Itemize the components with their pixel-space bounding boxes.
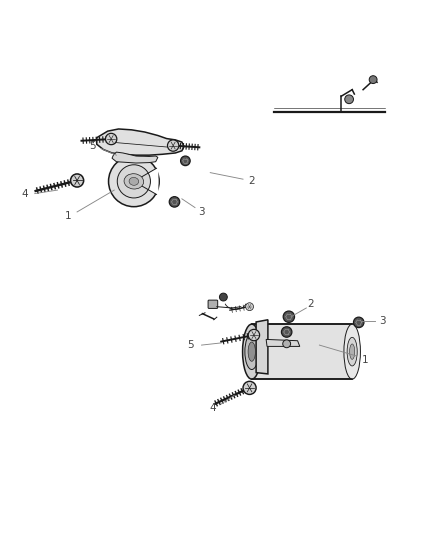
Text: 4: 4 xyxy=(209,403,216,414)
Circle shape xyxy=(283,311,294,322)
Ellipse shape xyxy=(347,337,357,366)
Circle shape xyxy=(170,141,178,149)
Text: 1: 1 xyxy=(362,356,369,365)
Circle shape xyxy=(106,133,117,144)
Circle shape xyxy=(243,381,256,394)
Ellipse shape xyxy=(245,334,258,369)
Circle shape xyxy=(246,303,254,311)
Polygon shape xyxy=(266,340,300,346)
Text: 5: 5 xyxy=(89,141,95,151)
Circle shape xyxy=(282,327,292,337)
Text: 4: 4 xyxy=(21,189,28,199)
Text: 2: 2 xyxy=(307,298,314,309)
FancyBboxPatch shape xyxy=(208,300,218,309)
Ellipse shape xyxy=(344,324,360,379)
Circle shape xyxy=(345,95,353,103)
Polygon shape xyxy=(252,324,352,379)
Polygon shape xyxy=(97,129,184,155)
Polygon shape xyxy=(134,167,159,196)
Ellipse shape xyxy=(124,174,144,189)
Circle shape xyxy=(109,156,159,207)
Circle shape xyxy=(169,197,180,207)
Circle shape xyxy=(248,329,260,341)
Ellipse shape xyxy=(248,342,255,361)
Text: 3: 3 xyxy=(379,316,386,326)
Circle shape xyxy=(353,317,364,328)
Ellipse shape xyxy=(350,344,355,359)
Text: 3: 3 xyxy=(198,207,205,217)
Circle shape xyxy=(71,174,84,187)
Circle shape xyxy=(108,135,117,144)
Text: 5: 5 xyxy=(187,340,194,350)
Ellipse shape xyxy=(243,324,261,379)
Circle shape xyxy=(180,156,190,166)
Circle shape xyxy=(117,165,150,198)
Polygon shape xyxy=(256,320,268,374)
Circle shape xyxy=(369,76,377,84)
Polygon shape xyxy=(112,152,158,163)
Text: 2: 2 xyxy=(248,176,255,187)
Ellipse shape xyxy=(129,177,139,185)
Circle shape xyxy=(167,140,179,151)
Circle shape xyxy=(219,293,227,301)
Circle shape xyxy=(283,340,290,348)
Text: 1: 1 xyxy=(65,211,72,221)
